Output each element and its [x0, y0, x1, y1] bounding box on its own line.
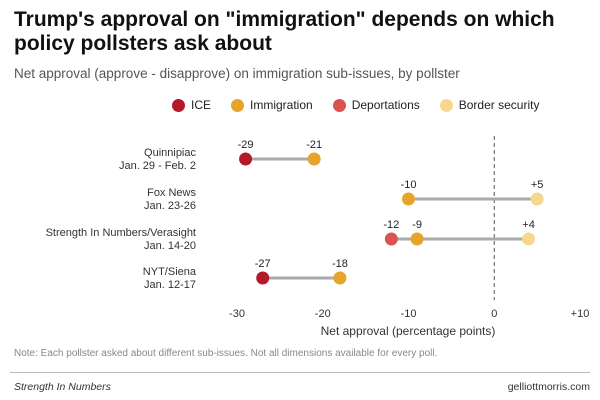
poll-dates: Jan. 12-17 — [144, 279, 196, 291]
legend-item-border-security: Border security — [439, 98, 540, 112]
data-label: -21 — [306, 139, 322, 151]
x-tick-label: 0 — [491, 308, 497, 320]
x-tick-label: -10 — [401, 308, 417, 320]
chart-legend: ICE Immigration Deportations Border secu… — [172, 98, 559, 112]
footer-website: gelliottmorris.com — [507, 381, 590, 393]
data-label: -18 — [332, 258, 348, 270]
legend-label-deportations: Deportations — [351, 98, 420, 112]
x-axis-label: Net approval (percentage points) — [321, 324, 496, 338]
data-point-border-security — [522, 232, 536, 246]
pollster-name: Strength In Numbers/Verasight — [46, 227, 196, 239]
legend-swatch-border-security — [439, 98, 453, 112]
legend-item-immigration: Immigration — [231, 98, 313, 112]
x-tick-label: -20 — [315, 308, 331, 320]
pollster-name: Quinnipiac — [144, 147, 196, 159]
footer-divider — [10, 372, 590, 373]
chart-note: Note: Each pollster asked about differen… — [14, 348, 438, 359]
legend-label-ice: ICE — [191, 98, 212, 112]
poll-dates: Jan. 14-20 — [144, 240, 196, 252]
chart-subtitle: Net approval (approve - disapprove) on i… — [14, 66, 460, 81]
legend-item-deportations: Deportations — [332, 98, 420, 112]
data-point-immigration — [402, 192, 415, 206]
pollster-name: Fox News — [147, 187, 196, 199]
data-point-ice — [239, 152, 253, 166]
legend-swatch-ice — [172, 98, 185, 112]
chart-title: Trump's approval on "immigration" depend… — [14, 8, 555, 55]
data-label: +5 — [531, 179, 544, 191]
data-point-immigration — [307, 152, 321, 166]
data-point-ice — [256, 271, 270, 285]
data-point-border-security — [530, 192, 544, 206]
legend-label-immigration: Immigration — [250, 98, 313, 112]
data-label: -10 — [401, 179, 417, 191]
data-label: -27 — [255, 258, 271, 270]
x-tick-label: +10 — [571, 308, 590, 320]
data-label: -9 — [412, 219, 422, 231]
poll-dates: Jan. 29 - Feb. 2 — [119, 160, 196, 172]
legend-label-border-security: Border security — [458, 98, 540, 112]
legend-swatch-deportations — [332, 98, 346, 112]
legend-item-ice: ICE — [172, 98, 211, 112]
data-point-deportations — [384, 232, 398, 246]
footer-source: Strength In Numbers — [14, 381, 111, 393]
data-point-immigration — [333, 271, 347, 285]
legend-swatch-immigration — [231, 98, 245, 112]
x-tick-label: -30 — [229, 308, 245, 320]
poll-dates: Jan. 23-26 — [144, 200, 196, 212]
data-label: -12 — [383, 219, 399, 231]
pollster-name: NYT/Siena — [143, 266, 197, 278]
data-label: +4 — [522, 219, 535, 231]
data-label: -29 — [238, 139, 254, 151]
data-point-immigration — [410, 232, 424, 246]
